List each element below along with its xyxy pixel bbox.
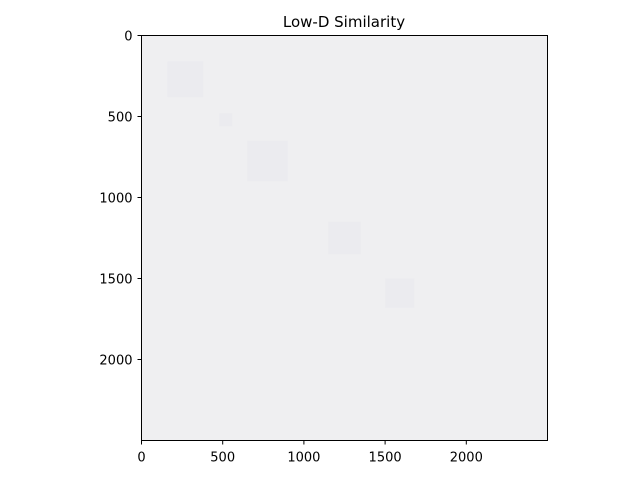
axes-frame: [141, 35, 548, 441]
y-axis: 0 500 1000 1500 2000: [99, 30, 142, 369]
y-tick-label: 2000: [99, 354, 132, 369]
y-tick-label: 0: [124, 30, 132, 45]
y-tick-label: 1000: [99, 192, 132, 207]
plot-area: [141, 35, 548, 441]
diagonal-block: [328, 221, 361, 255]
diagonal-structure: [167, 61, 415, 308]
x-axis: 0 500 1000 1500 2000: [137, 440, 483, 466]
x-tick-label: 0: [137, 451, 145, 466]
x-tick-label: 1500: [369, 451, 402, 466]
diagonal-block: [247, 140, 288, 182]
chart-title: Low-D Similarity: [283, 13, 405, 31]
diagonal-block: [385, 278, 415, 308]
x-tick-label: 500: [210, 451, 235, 466]
heatmap-background: [141, 35, 548, 441]
x-tick-label: 1000: [287, 451, 320, 466]
diagonal-block: [167, 61, 204, 98]
x-tick-label: 2000: [450, 451, 483, 466]
y-tick-label: 1500: [99, 273, 132, 288]
diagonal-block: [219, 113, 233, 127]
y-tick-label: 500: [108, 111, 133, 126]
